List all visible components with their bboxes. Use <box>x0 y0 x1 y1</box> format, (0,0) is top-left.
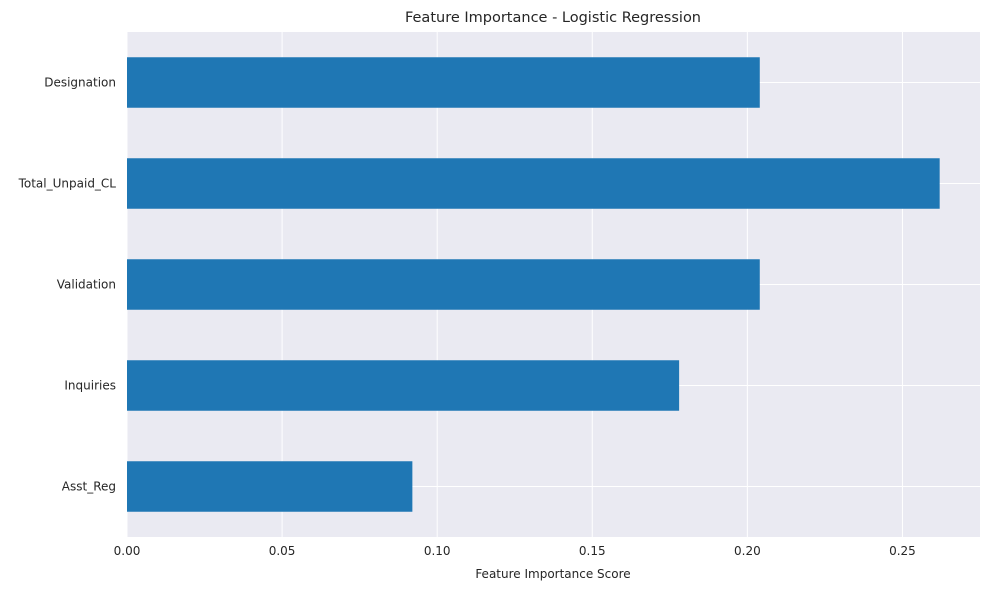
x-tick-label: 0.05 <box>269 544 296 558</box>
x-tick-label: 0.10 <box>424 544 451 558</box>
chart-title: Feature Importance - Logistic Regression <box>405 10 701 26</box>
y-tick-labels: Designation Total_Unpaid_CL Validation Inqu… <box>18 76 117 494</box>
x-tick-labels: 0.00 0.05 0.10 0.15 0.20 0.25 <box>114 544 916 558</box>
x-tick-label: 0.15 <box>579 544 606 558</box>
x-axis-label: Feature Importance Score <box>475 567 630 581</box>
x-tick-label: 0.20 <box>734 544 761 558</box>
bar-validation <box>127 259 760 310</box>
y-tick-label: Asst_Reg <box>62 480 116 494</box>
bar-asst-reg <box>127 461 413 512</box>
x-tick-label: 0.25 <box>889 544 916 558</box>
bar-total-unpaid-cl <box>127 158 940 209</box>
y-tick-label: Validation <box>57 278 116 292</box>
y-tick-label: Designation <box>44 76 116 90</box>
bar-designation <box>127 57 760 108</box>
bars <box>127 57 940 512</box>
y-tick-label: Inquiries <box>64 379 116 393</box>
x-tick-label: 0.00 <box>114 544 141 558</box>
y-tick-label: Total_Unpaid_CL <box>18 177 117 191</box>
bar-inquiries <box>127 360 680 411</box>
